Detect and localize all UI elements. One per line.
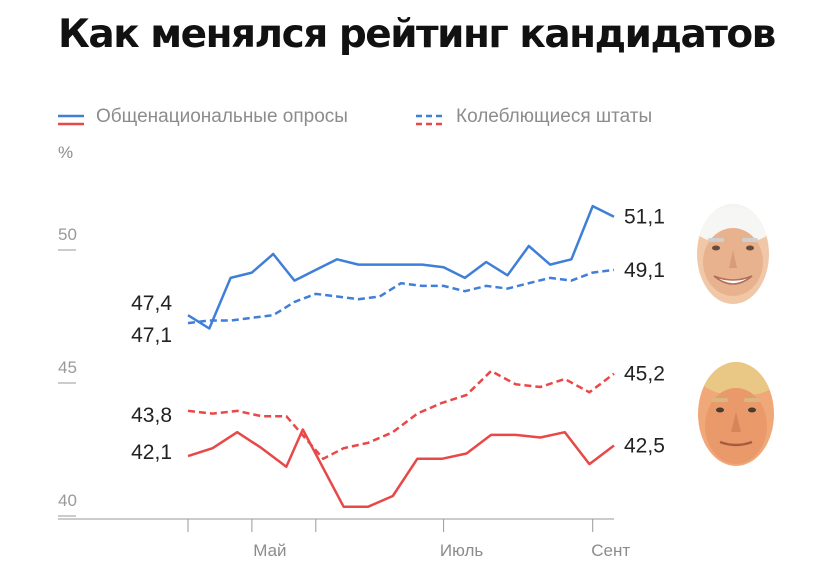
trump-dashed-line: [187, 369, 615, 461]
legend-solid-label: Общенациональные опросы: [96, 106, 348, 127]
trump-solid-end-label: 42,5: [624, 435, 665, 458]
trump-portrait-icon: [698, 362, 774, 466]
x-tick-label: Май: [253, 541, 286, 560]
x-tick-label: Сент: [591, 541, 630, 560]
trump-solid-start-label: 42,1: [131, 441, 172, 464]
y-axis: 40 45 50: [58, 225, 77, 517]
trump-dashed-start-label: 43,8: [131, 404, 172, 427]
x-axis: Май Июль Сент: [58, 518, 630, 560]
y-tick-label: 40: [58, 491, 77, 510]
value-labels: 47,4 51,1 47,1 49,1 42,1 42,5 43,8 45,2: [131, 206, 665, 464]
biden-portrait-icon: [697, 204, 769, 304]
legend-dashed-label: Колеблющиеся штаты: [456, 106, 652, 127]
biden-dashed-start-label: 47,1: [131, 324, 172, 347]
trump-solid-line: [187, 428, 615, 508]
trump-dashed-end-label: 45,2: [624, 363, 665, 386]
y-tick-label: 45: [58, 358, 77, 377]
y-axis-unit: %: [58, 143, 73, 162]
biden-solid-line: [187, 204, 615, 330]
chart-title: Как менялся рейтинг кандидатов: [58, 12, 776, 57]
series-layer: [187, 204, 615, 508]
x-tick-label: Июль: [440, 541, 484, 560]
biden-dashed-line: [187, 268, 615, 325]
biden-solid-start-label: 47,4: [131, 292, 172, 315]
biden-dashed-end-label: 49,1: [624, 259, 665, 282]
y-tick-label: 50: [58, 225, 77, 244]
biden-solid-end-label: 51,1: [624, 206, 665, 229]
legend: Общенациональные опросы Колеблющиеся шта…: [58, 106, 652, 127]
